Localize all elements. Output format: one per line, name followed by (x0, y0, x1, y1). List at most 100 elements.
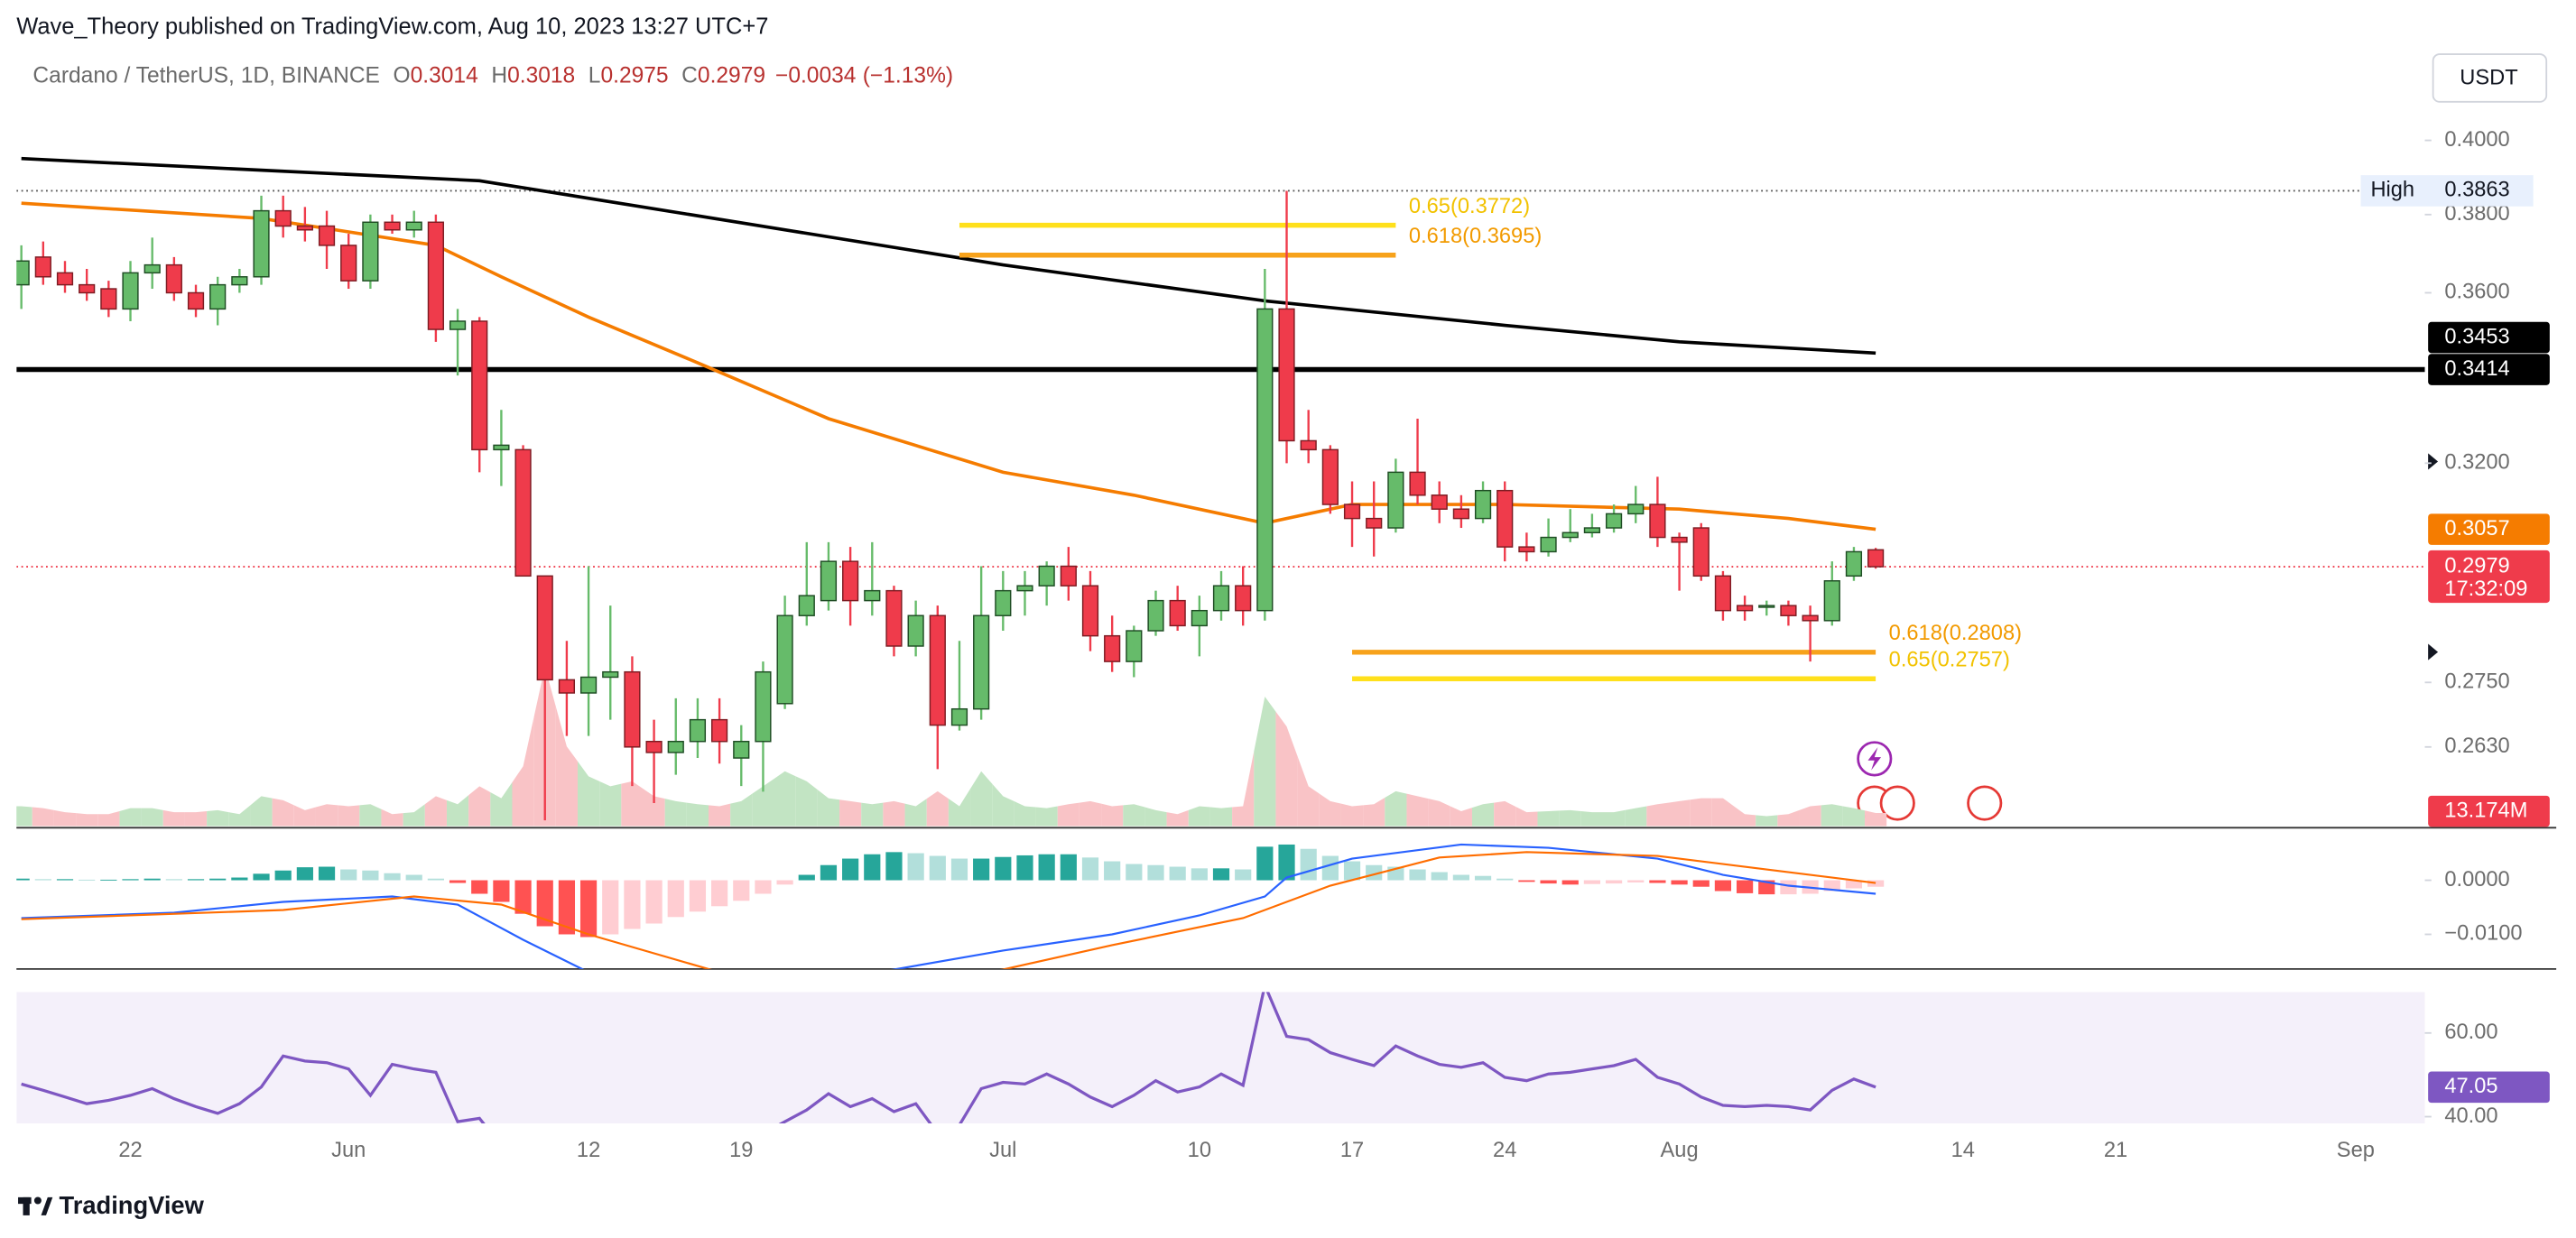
y-tick-label: 0.2630 (2444, 734, 2509, 758)
ohlc-letter: H (491, 64, 507, 88)
x-tick-label: 24 (1493, 1139, 1516, 1162)
volume-area (1406, 793, 1429, 827)
candle-body (645, 741, 663, 753)
candle-body (1867, 549, 1885, 568)
macd-histogram-bar (973, 858, 990, 881)
volume-area (1297, 756, 1320, 827)
candle-body (1147, 599, 1164, 632)
volume-area (1123, 804, 1145, 827)
y-tick-label: 0.3200 (2444, 451, 2509, 475)
volume-area (446, 795, 469, 827)
macd-histogram-bar (231, 877, 248, 881)
candle-body (907, 614, 924, 647)
volume-area (1144, 807, 1167, 827)
macd-histogram-bar (1126, 864, 1143, 881)
x-tick-label: Jul (989, 1139, 1016, 1162)
volume-tag: 13.174M (2444, 799, 2527, 822)
candle-body (1496, 489, 1514, 548)
candle-body (1256, 308, 1274, 612)
ohlc-value: 0.2975 (600, 64, 668, 88)
volume-area (1777, 809, 1800, 827)
volume-area (338, 805, 360, 827)
macd-histogram-bar (427, 878, 444, 881)
macd-histogram-bar (1474, 875, 1492, 881)
volume-area (359, 804, 382, 827)
macd-histogram-bar (1649, 880, 1666, 883)
volume-area (228, 805, 251, 827)
candle-body (514, 448, 532, 577)
last-price-box (2428, 550, 2550, 604)
x-tick-label: 10 (1188, 1139, 1211, 1162)
macd-histogram-bar (667, 880, 684, 918)
volume-area (424, 796, 447, 827)
macd-histogram-bar (907, 853, 924, 881)
rsi-plot (16, 992, 2425, 1123)
volume-area (1471, 802, 1495, 827)
macd-histogram-bar (1823, 880, 1840, 892)
volume-area (184, 810, 208, 827)
candle-body (1692, 527, 1710, 577)
volume-area (1625, 806, 1647, 827)
candle-body (820, 560, 838, 602)
candle-body (1540, 536, 1557, 553)
currency-button[interactable]: USDT (2432, 53, 2548, 103)
candle-body (1605, 513, 1623, 529)
candle-body (536, 575, 553, 681)
volume-area (1734, 806, 1756, 827)
x-tick-label: 12 (577, 1139, 600, 1162)
volume-area (76, 813, 98, 827)
event-icon-glyph (1867, 747, 1882, 771)
price-plot (16, 156, 2425, 821)
volume-area (1057, 802, 1080, 827)
volume-area (948, 789, 971, 827)
y-tick-label: 0.4000 (2444, 128, 2509, 152)
rsi-tag-box (2428, 1071, 2550, 1104)
candle-body (1343, 504, 1361, 520)
volume (16, 666, 1887, 827)
candle-body (384, 221, 401, 231)
macd-histogram-bar (100, 879, 117, 881)
y-tick-label: 0.0000 (2444, 868, 2509, 892)
candle-body (1431, 494, 1448, 510)
macd-histogram-bar (1235, 869, 1252, 881)
ohlc-value: 0.3014 (411, 64, 478, 88)
volume-area (1319, 793, 1341, 827)
macd-histogram-bar (1692, 880, 1710, 887)
macd-histogram-bar (1627, 880, 1645, 882)
volume-area (1101, 803, 1124, 827)
candle-body (1366, 517, 1383, 529)
volume-area (1756, 815, 1778, 827)
macd-histogram-bar (1343, 861, 1361, 881)
volume-area (1209, 807, 1233, 827)
candle-body (776, 614, 793, 705)
volume-area (381, 808, 403, 827)
volume-area (1428, 799, 1450, 827)
candle-body (689, 718, 707, 743)
macd-histogram-bar (864, 854, 881, 881)
candle-body (558, 679, 576, 694)
button-label[interactable]: USDT (2460, 67, 2517, 90)
macd-histogram-bar (122, 879, 139, 881)
volume-area (1035, 806, 1058, 827)
macd-histogram-bar (1081, 857, 1099, 881)
ma-tag-box (2428, 321, 2550, 354)
candle-body (405, 221, 422, 231)
button-frame[interactable] (2432, 53, 2548, 103)
symbol: Cardano / TetherUS, 1D, BINANCE (32, 64, 380, 88)
candle-body (1104, 634, 1121, 662)
ma-tag: 0.3057 (2444, 517, 2509, 540)
macd-histogram-bar (1496, 878, 1514, 881)
candle-body (842, 560, 859, 602)
candle-body (493, 444, 510, 451)
macd-histogram-bar (995, 856, 1012, 881)
y-tick-label: 60.00 (2444, 1021, 2497, 1044)
ma-tag: 0.3453 (2444, 325, 2509, 348)
candle-body (1627, 504, 1645, 515)
ohlc-value: 0.3018 (507, 64, 575, 88)
macd-histogram-bar (405, 874, 422, 881)
candle-body (1235, 585, 1252, 612)
volume-area (1799, 805, 1821, 827)
volume-area (512, 716, 534, 827)
macd-histogram-bar (1300, 848, 1317, 881)
volume-area (1385, 790, 1407, 827)
